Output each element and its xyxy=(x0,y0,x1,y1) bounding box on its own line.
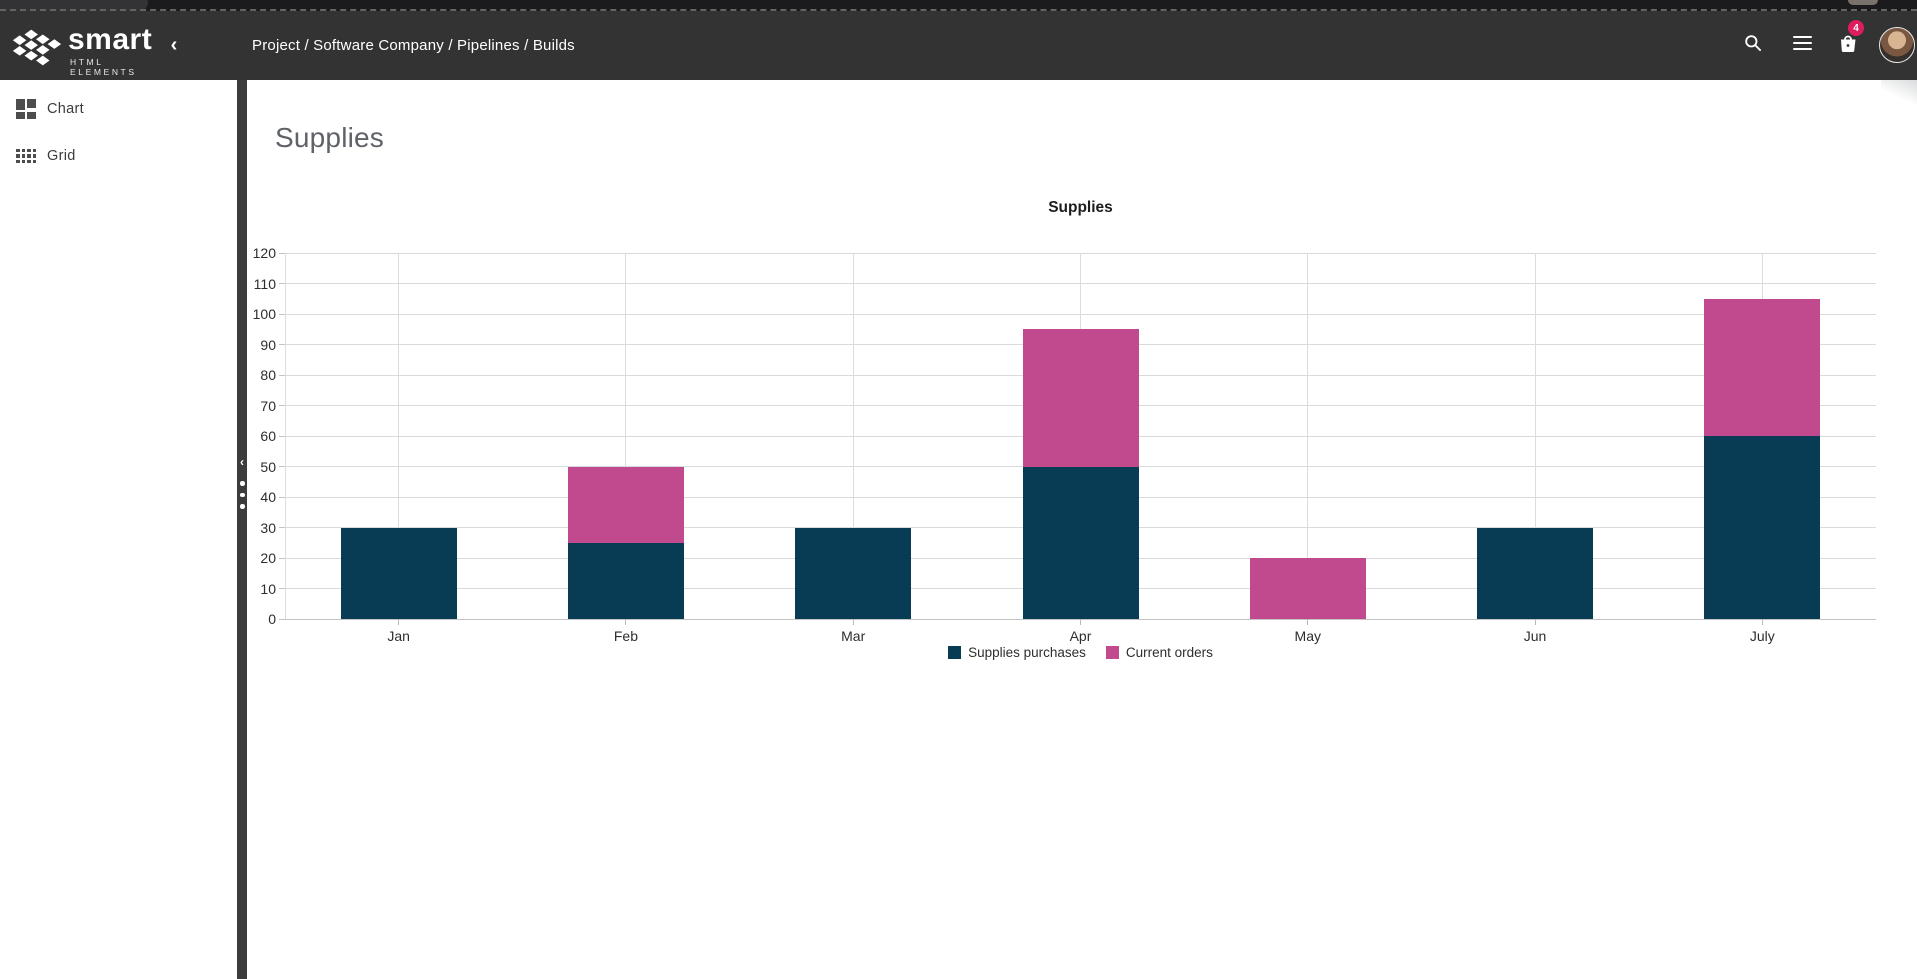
main-content: Supplies Supplies 0 10 20 30 40 50 60 70 80 90 100… xyxy=(247,80,1917,979)
app-header: smart HTML ELEMENTS ‹ Project / Software… xyxy=(0,11,1917,80)
sidebar-item-label: Chart xyxy=(47,101,84,117)
y-axis-label: 90 xyxy=(260,336,276,353)
x-axis-label: Jan xyxy=(387,628,410,644)
y-axis-label: 0 xyxy=(268,611,276,627)
y-axis-tick xyxy=(279,374,285,376)
y-axis-label: 10 xyxy=(260,580,276,597)
splitter-grip-dots xyxy=(240,481,245,516)
x-axis-label: Apr xyxy=(1069,628,1092,644)
page-title: Supplies xyxy=(275,122,385,153)
x-gridline xyxy=(625,253,627,619)
splitter-handle[interactable]: ‹ xyxy=(237,80,247,979)
browser-tab-remnant xyxy=(0,0,148,11)
brand-logo: smart HTML ELEMENTS xyxy=(10,19,160,77)
browser-chrome-strip xyxy=(0,0,1917,11)
y-axis-label: 40 xyxy=(260,489,276,505)
y-axis-tick xyxy=(279,405,285,406)
search-icon xyxy=(1745,35,1761,51)
y-axis-label: 110 xyxy=(253,275,276,292)
legend-label: Current orders xyxy=(1125,645,1213,660)
sidebar-item-grid[interactable]: Grid xyxy=(0,137,237,175)
bar-segment-supplies-purchases[interactable] xyxy=(340,527,457,619)
y-axis-tick xyxy=(279,496,285,498)
x-axis-tick xyxy=(1307,619,1309,625)
y-axis-label: 50 xyxy=(260,458,276,475)
x-axis-tick xyxy=(1761,619,1763,625)
y-axis-label: 30 xyxy=(260,519,276,536)
x-gridline xyxy=(852,253,854,619)
y-axis-label: 120 xyxy=(252,245,276,261)
y-axis-tick xyxy=(279,466,285,467)
search-button[interactable] xyxy=(1736,26,1770,60)
legend-item[interactable]: Current orders xyxy=(1105,645,1213,660)
sidebar: Chart Grid xyxy=(0,80,237,979)
bar-segment-supplies-purchases[interactable] xyxy=(1477,527,1594,619)
x-axis-tick xyxy=(852,619,854,625)
plot-left-border xyxy=(285,253,286,619)
x-gridline xyxy=(1307,253,1309,619)
y-axis-label: 70 xyxy=(260,397,276,414)
sidebar-collapse-button[interactable]: ‹ xyxy=(160,29,188,61)
brand-name: smart xyxy=(68,23,153,56)
y-axis-tick xyxy=(279,618,285,620)
dashboard-icon xyxy=(16,99,36,119)
hamburger-icon xyxy=(1792,35,1812,51)
chart-plot: 0 10 20 30 40 50 60 70 80 90 100 110 120 Jan Feb Mar Apr… xyxy=(253,245,1876,644)
legend-label: Supplies purchases xyxy=(968,645,1086,660)
bar-segment-supplies-purchases[interactable] xyxy=(1704,436,1821,619)
x-axis-label: Feb xyxy=(613,628,638,644)
legend-swatch xyxy=(948,646,962,659)
y-axis-tick xyxy=(279,527,285,528)
bar-segment-current-orders[interactable] xyxy=(1022,329,1139,467)
x-axis-tick xyxy=(1080,619,1081,625)
y-axis-tick xyxy=(279,313,285,315)
bar-segment-current-orders[interactable] xyxy=(567,466,684,543)
bar-segment-supplies-purchases[interactable] xyxy=(567,542,684,619)
y-axis-tick xyxy=(279,435,285,437)
y-axis-label: 100 xyxy=(252,306,276,322)
x-axis-tick xyxy=(1534,619,1536,625)
chevron-left-icon: ‹ xyxy=(170,33,178,56)
x-axis-label: Jun xyxy=(1523,628,1547,644)
dashed-divider xyxy=(0,9,1917,11)
splitter-collapse-icon[interactable]: ‹ xyxy=(240,455,244,469)
legend-item[interactable]: Supplies purchases xyxy=(948,645,1086,660)
cart-badge: 4 xyxy=(1848,20,1864,36)
x-gridline xyxy=(1534,253,1536,619)
bar-segment-supplies-purchases[interactable] xyxy=(795,527,912,619)
scrollbar-artifact xyxy=(1881,80,1917,104)
x-axis-tick xyxy=(625,619,627,625)
brand-tagline: HTML ELEMENTS xyxy=(70,57,137,77)
chart-legend: Supplies purchases Current orders xyxy=(285,645,1876,660)
user-avatar[interactable] xyxy=(1879,27,1915,63)
cart-button[interactable]: 4 xyxy=(1831,20,1865,60)
bar-segment-current-orders[interactable] xyxy=(1249,558,1366,619)
grid-icon xyxy=(16,146,36,166)
browser-avatar-remnant xyxy=(1848,0,1878,5)
bar-segment-supplies-purchases[interactable] xyxy=(1022,466,1139,619)
y-axis-tick xyxy=(279,588,285,589)
y-axis-tick xyxy=(279,557,285,559)
sidebar-item-chart[interactable]: Chart xyxy=(0,90,237,128)
y-axis-label: 60 xyxy=(260,428,276,444)
breadcrumb[interactable]: Project / Software Company / Pipelines /… xyxy=(252,37,575,54)
x-axis-tick xyxy=(398,619,400,625)
legend-swatch xyxy=(1105,646,1119,659)
sidebar-item-label: Grid xyxy=(47,148,76,164)
y-axis-tick xyxy=(279,344,285,345)
x-axis-label: May xyxy=(1294,628,1321,644)
chart-title: Supplies xyxy=(1048,199,1113,216)
menu-button[interactable] xyxy=(1785,26,1819,60)
diamond-logo-icon xyxy=(12,29,62,66)
x-gridline xyxy=(398,253,400,619)
y-axis-tick xyxy=(279,252,285,254)
y-axis-tick xyxy=(279,283,285,284)
y-axis-label: 20 xyxy=(260,550,276,566)
x-axis-label: Mar xyxy=(841,628,866,644)
shopping-bag-icon xyxy=(1841,35,1856,52)
x-axis-label: July xyxy=(1749,628,1775,644)
bar-segment-current-orders[interactable] xyxy=(1704,298,1821,436)
y-axis-label: 80 xyxy=(260,367,276,383)
